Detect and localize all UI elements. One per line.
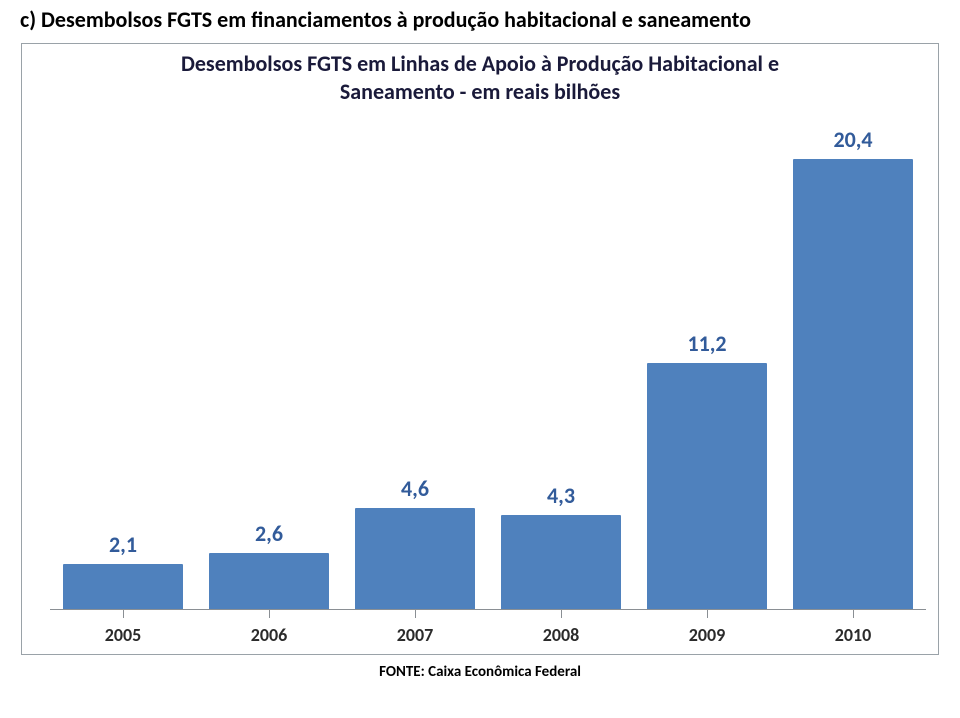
x-axis-label: 2006	[196, 624, 342, 646]
bar	[647, 363, 767, 610]
x-axis-labels: 200520062007200820092010	[50, 624, 926, 646]
bars-container: 2,1 2,6 4,6 4,3 11,2 20,4	[50, 124, 926, 610]
bar-value-label: 4,6	[401, 475, 429, 502]
bar-slot: 4,6	[342, 124, 488, 610]
bar-slot: 2,1	[50, 124, 196, 610]
x-axis-tick	[561, 610, 562, 618]
bar	[355, 508, 475, 610]
plot-area: 2,1 2,6 4,6 4,3 11,2 20,4	[50, 124, 926, 610]
bar-value-label: 4,3	[547, 482, 575, 509]
x-axis-label: 2005	[50, 624, 196, 646]
bar	[501, 515, 621, 610]
x-axis-tick	[853, 610, 854, 618]
chart-frame: Desembolsos FGTS em Linhas de Apoio à Pr…	[21, 43, 939, 655]
bar	[793, 159, 913, 610]
x-axis-label: 2007	[342, 624, 488, 646]
bar-slot: 4,3	[488, 124, 634, 610]
x-axis-tick	[123, 610, 124, 618]
x-axis-tick	[707, 610, 708, 618]
x-axis-baseline	[50, 609, 926, 610]
bar	[63, 564, 183, 610]
page-heading: c) Desembolsos FGTS em financiamentos à …	[20, 6, 942, 33]
chart-title: Desembolsos FGTS em Linhas de Apoio à Pr…	[22, 50, 938, 105]
x-axis-label: 2008	[488, 624, 634, 646]
bar-value-label: 2,1	[109, 531, 137, 558]
x-axis-label: 2010	[780, 624, 926, 646]
page: c) Desembolsos FGTS em financiamentos à …	[0, 0, 960, 718]
bar-value-label: 2,6	[255, 520, 283, 547]
x-axis-tick	[269, 610, 270, 618]
chart-title-line2: Saneamento - em reais bilhões	[22, 78, 938, 106]
bar-value-label: 20,4	[833, 126, 872, 153]
bar	[209, 553, 329, 610]
bar-slot: 2,6	[196, 124, 342, 610]
source-caption: FONTE: Caixa Econômica Federal	[21, 663, 939, 681]
bar-slot: 20,4	[780, 124, 926, 610]
x-axis-tick	[415, 610, 416, 618]
bar-value-label: 11,2	[687, 330, 726, 357]
bar-slot: 11,2	[634, 124, 780, 610]
chart-title-line1: Desembolsos FGTS em Linhas de Apoio à Pr…	[22, 50, 938, 78]
x-axis-label: 2009	[634, 624, 780, 646]
